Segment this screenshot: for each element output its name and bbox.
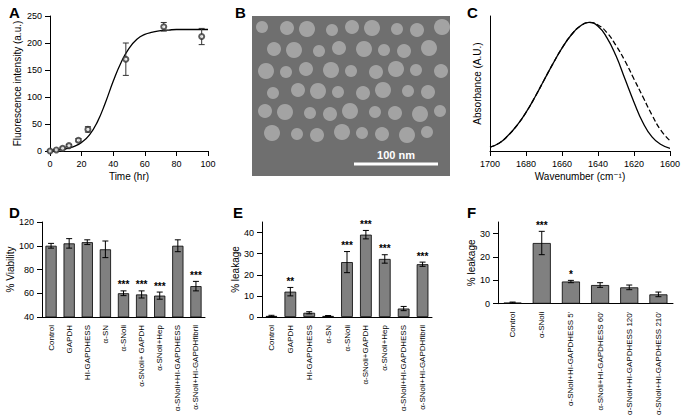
svg-text:F: F [467, 204, 476, 221]
svg-text:α-SNoli+HI-GAPDHfibril: α-SNoli+HI-GAPDHfibril [191, 325, 200, 410]
svg-text:α-SNoli+Hep: α-SNoli+Hep [155, 324, 164, 370]
svg-text:***: *** [417, 251, 429, 262]
svg-text:Fluorescence intensity (a.u.): Fluorescence intensity (a.u.) [12, 21, 23, 147]
svg-text:C: C [467, 4, 478, 21]
svg-text:40: 40 [108, 159, 118, 169]
svg-text:1620: 1620 [624, 159, 644, 169]
svg-text:***: *** [118, 279, 130, 290]
svg-text:α-SNoli: α-SNoli [537, 311, 546, 338]
svg-text:20: 20 [77, 159, 87, 169]
svg-text:Absorbance (A.U.): Absorbance (A.U.) [472, 42, 483, 124]
svg-text:Control: Control [508, 311, 517, 337]
svg-text:A: A [9, 4, 20, 21]
svg-text:% Viability: % Viability [5, 247, 16, 293]
svg-text:***: *** [341, 240, 353, 251]
svg-text:40: 40 [244, 228, 254, 238]
svg-text:80: 80 [171, 159, 181, 169]
svg-text:1600: 1600 [660, 159, 680, 169]
svg-text:1640: 1640 [588, 159, 608, 169]
svg-text:GAPDH: GAPDH [65, 325, 74, 354]
svg-text:α-SNoli+HI-GAPDHfibril: α-SNoli+HI-GAPDHfibril [418, 325, 427, 410]
svg-text:*: * [569, 269, 573, 280]
svg-text:α-SNoli+HI-GAPDHESS: α-SNoli+HI-GAPDHESS [173, 325, 182, 411]
svg-text:0: 0 [249, 312, 254, 322]
svg-text:Control: Control [267, 325, 276, 351]
svg-text:40: 40 [24, 312, 34, 322]
svg-text:Wavenumber (cm⁻¹): Wavenumber (cm⁻¹) [535, 171, 625, 182]
svg-text:***: *** [536, 220, 548, 231]
svg-text:***: *** [154, 281, 166, 292]
svg-text:α-SNoli+Hep: α-SNoli+Hep [380, 324, 389, 370]
svg-text:Time (hr): Time (hr) [109, 171, 149, 182]
svg-text:1680: 1680 [516, 159, 536, 169]
svg-text:60: 60 [24, 288, 34, 298]
svg-text:250: 250 [27, 11, 42, 21]
svg-text:100 nm: 100 nm [377, 149, 415, 161]
svg-text:α-SNoli+HI-GAPDHESS 120': α-SNoli+HI-GAPDHESS 120' [625, 311, 634, 415]
svg-text:***: *** [136, 279, 148, 290]
svg-text:20: 20 [244, 270, 254, 280]
svg-text:0: 0 [485, 299, 490, 309]
svg-text:% leakage: % leakage [466, 239, 477, 286]
svg-text:α-SNoli+ GAPDH: α-SNoli+ GAPDH [137, 325, 146, 387]
svg-text:100: 100 [19, 241, 34, 251]
svg-text:30: 30 [480, 229, 490, 239]
svg-text:E: E [233, 204, 243, 221]
svg-text:120: 120 [19, 217, 34, 227]
svg-text:α-SNoli+HI-GAPDHESS: α-SNoli+HI-GAPDHESS [399, 325, 408, 411]
svg-text:20: 20 [480, 252, 490, 262]
svg-text:α-SN: α-SN [324, 325, 333, 344]
svg-text:GAPDH: GAPDH [286, 325, 295, 354]
svg-text:100: 100 [200, 159, 215, 169]
svg-text:0: 0 [47, 159, 52, 169]
svg-text:***: *** [360, 219, 372, 230]
svg-text:α-SNoli+GAPDH: α-SNoli+GAPDH [361, 325, 370, 385]
svg-text:HI-GAPDHESS: HI-GAPDHESS [305, 325, 314, 380]
svg-text:10: 10 [480, 275, 490, 285]
svg-text:60: 60 [140, 159, 150, 169]
svg-text:200: 200 [27, 38, 42, 48]
svg-text:**: ** [286, 276, 294, 287]
svg-text:α-SNoli+HI-GAPDHESS 5': α-SNoli+HI-GAPDHESS 5' [566, 311, 575, 406]
svg-text:0: 0 [37, 146, 42, 156]
svg-text:HI-GAPDHESS: HI-GAPDHESS [83, 325, 92, 380]
svg-text:α-SNoli: α-SNoli [119, 325, 128, 352]
svg-text:α-SNoli+HI-GAPDHESS 210': α-SNoli+HI-GAPDHESS 210' [654, 311, 663, 415]
svg-text:***: *** [190, 270, 202, 281]
svg-text:10: 10 [244, 291, 254, 301]
svg-text:% leakage: % leakage [230, 246, 241, 293]
svg-text:1660: 1660 [552, 159, 572, 169]
svg-text:α-SN: α-SN [101, 325, 110, 344]
svg-text:Control: Control [47, 325, 56, 351]
svg-text:B: B [235, 4, 246, 21]
svg-text:D: D [9, 204, 20, 221]
svg-text:α-SNoli: α-SNoli [343, 325, 352, 352]
svg-text:50: 50 [32, 119, 42, 129]
svg-text:100: 100 [27, 92, 42, 102]
svg-text:1700: 1700 [480, 159, 500, 169]
svg-text:***: *** [379, 243, 391, 254]
svg-text:150: 150 [27, 65, 42, 75]
svg-text:80: 80 [24, 265, 34, 275]
svg-text:30: 30 [244, 249, 254, 259]
svg-text:α-SNoli+HI-GAPDHESS 60': α-SNoli+HI-GAPDHESS 60' [596, 311, 605, 410]
